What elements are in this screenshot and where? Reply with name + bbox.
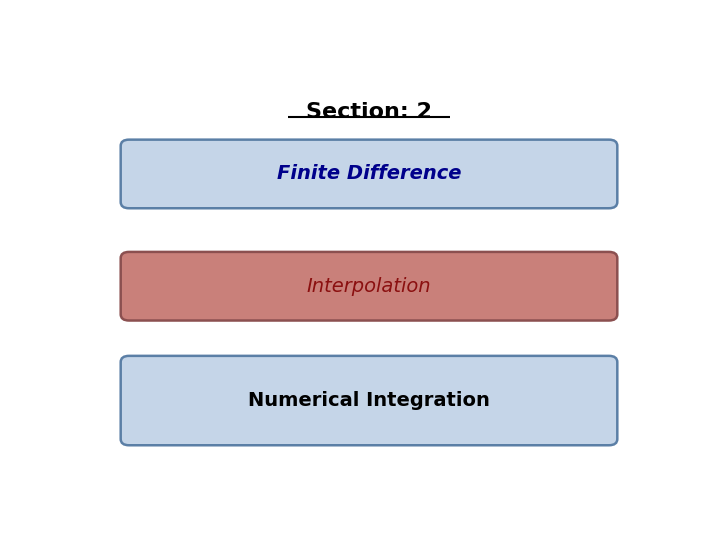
FancyBboxPatch shape <box>121 252 617 321</box>
Text: Interpolation: Interpolation <box>307 276 431 296</box>
Text: Finite Difference: Finite Difference <box>276 165 462 184</box>
Text: Section: 2: Section: 2 <box>306 102 432 122</box>
FancyBboxPatch shape <box>121 140 617 208</box>
Text: Numerical Integration: Numerical Integration <box>248 391 490 410</box>
FancyBboxPatch shape <box>121 356 617 446</box>
